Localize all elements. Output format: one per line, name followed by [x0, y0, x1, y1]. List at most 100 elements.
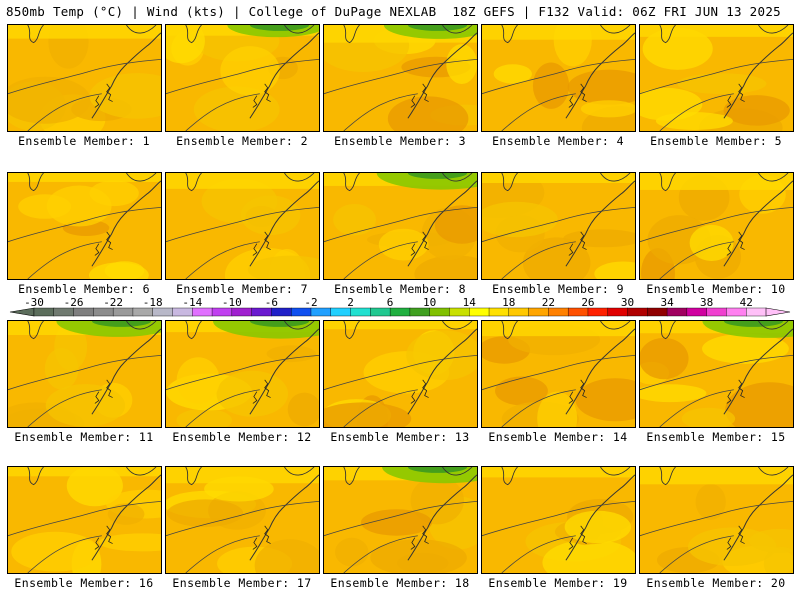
colorbar-swatch: [409, 307, 431, 317]
panel-label: Ensemble Member: 19: [488, 576, 628, 590]
colorbar-swatch: [231, 307, 253, 317]
colorbar-tick-label: -26: [64, 296, 84, 309]
ensemble-map-panel: [481, 24, 636, 132]
ensemble-map-panel: [165, 24, 320, 132]
map-field: [8, 321, 161, 427]
panel-label: Ensemble Member: 9: [492, 282, 624, 296]
colorbar-tick-label: 34: [660, 296, 674, 309]
map-field: [166, 25, 319, 131]
colorbar-swatch: [587, 307, 609, 317]
colorbar-tick-label: -10: [222, 296, 242, 309]
colorbar-swatch: [666, 307, 688, 317]
map-field: [482, 321, 635, 427]
ensemble-map-panel: [639, 172, 794, 280]
colorbar-tick-label: 18: [502, 296, 515, 309]
colorbar-swatch: [53, 307, 75, 317]
colorbar-swatch: [726, 307, 747, 317]
colorbar-tick-label: 38: [700, 296, 713, 309]
map-field: [482, 467, 635, 573]
colorbar-tick-label: -30: [24, 296, 44, 309]
colorbar-swatch: [192, 307, 213, 317]
map-field: [640, 173, 793, 279]
ensemble-map-panel: [7, 320, 162, 428]
map-field: [324, 25, 477, 131]
colorbar-swatch: [211, 307, 233, 317]
colorbar-swatch: [706, 307, 727, 317]
map-field: [166, 467, 319, 573]
panel-label: Ensemble Member: 7: [176, 282, 308, 296]
colorbar-tick-label: 10: [423, 296, 436, 309]
colorbar-swatch: [370, 307, 391, 317]
map-field: [482, 173, 635, 279]
ensemble-map-panel: [323, 24, 478, 132]
panel-label: Ensemble Member: 15: [646, 430, 786, 444]
panel-label: Ensemble Member: 14: [488, 430, 628, 444]
panel-label: Ensemble Member: 3: [334, 134, 466, 148]
panel-label: Ensemble Member: 1: [18, 134, 150, 148]
colorbar-swatch: [73, 307, 94, 317]
colorbar-swatch: [647, 307, 668, 317]
panel-label: Ensemble Member: 20: [646, 576, 786, 590]
panel-label: Ensemble Member: 12: [172, 430, 312, 444]
panel-label: Ensemble Member: 6: [18, 282, 150, 296]
ensemble-map-panel: [323, 466, 478, 574]
colorbar-swatch: [389, 307, 411, 317]
map-field: [640, 321, 793, 427]
colorbar-swatch: [251, 307, 272, 317]
colorbar-swatch: [469, 307, 490, 317]
map-field: [324, 321, 477, 427]
map-field: [166, 321, 319, 427]
map-field: [640, 467, 793, 573]
ensemble-map-panel: [323, 172, 478, 280]
colorbar-swatch: [548, 307, 569, 317]
ensemble-map-panel: [165, 320, 320, 428]
map-field: [640, 25, 793, 131]
panel-label: Ensemble Member: 4: [492, 134, 624, 148]
header-valid-time: 18Z GEFS | F132 Valid: 06Z FRI JUN 13 20…: [452, 4, 781, 19]
colorbar-swatch: [290, 307, 312, 317]
colorbar-swatch: [607, 307, 629, 317]
colorbar-swatch: [33, 307, 55, 317]
ensemble-map-panel: [165, 172, 320, 280]
ensemble-map-panel: [639, 24, 794, 132]
panel-label: Ensemble Member: 17: [172, 576, 312, 590]
colorbar-max-arrow: [765, 307, 791, 317]
colorbar-swatch: [310, 307, 332, 317]
colorbar-tick-label: -2: [304, 296, 317, 309]
colorbar-tick-label: 2: [347, 296, 354, 309]
colorbar-swatch: [271, 307, 292, 317]
map-field: [8, 467, 161, 573]
colorbar-tick-label: 26: [581, 296, 594, 309]
panel-label: Ensemble Member: 10: [646, 282, 786, 296]
panel-label: Ensemble Member: 8: [334, 282, 466, 296]
colorbar-swatch: [627, 307, 648, 317]
ensemble-map-panel: [481, 320, 636, 428]
ensemble-map-panel: [7, 24, 162, 132]
colorbar-svg: -30 -26 -22 -18 -14 -10 -6 -2 2 6 10 14 18 22 26 30 34 38…: [9, 296, 791, 317]
colorbar-tick-label: -14: [182, 296, 202, 309]
ensemble-map-panel: [7, 172, 162, 280]
panel-label: Ensemble Member: 5: [650, 134, 782, 148]
colorbar-swatch: [112, 307, 134, 317]
ensemble-map-panel: [7, 466, 162, 574]
colorbar-tick-label: -22: [103, 296, 123, 309]
ensemble-map-panel: [481, 172, 636, 280]
colorbar-swatch: [172, 307, 193, 317]
colorbar-swatch: [330, 307, 352, 317]
colorbar-tick-label: -18: [143, 296, 163, 309]
colorbar-swatch: [152, 307, 173, 317]
colorbar-swatch: [567, 307, 589, 317]
map-field: [8, 173, 161, 279]
colorbar-swatch: [746, 307, 767, 317]
colorbar-tick-label: 42: [740, 296, 753, 309]
colorbar-tick-label: -6: [265, 296, 278, 309]
map-field: [8, 25, 161, 131]
colorbar-swatch: [350, 307, 371, 317]
panel-label: Ensemble Member: 16: [14, 576, 154, 590]
colorbar-swatch: [449, 307, 470, 317]
map-field: [324, 173, 477, 279]
ensemble-map-panel: [323, 320, 478, 428]
map-field: [166, 173, 319, 279]
colorbar-swatch: [488, 307, 510, 317]
colorbar-swatch: [528, 307, 549, 317]
